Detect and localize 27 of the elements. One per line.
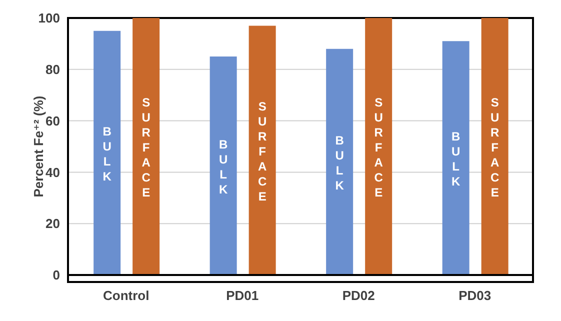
bar: [210, 56, 237, 275]
text: SURFACE: [374, 96, 383, 200]
text: SURFACE: [490, 96, 500, 200]
x-tick-label: PD01: [226, 288, 259, 304]
series-label: SURFACE: [258, 100, 267, 204]
text: BULK: [102, 124, 112, 184]
bar: [326, 48, 354, 275]
y-tick-label: 80: [46, 62, 60, 78]
text: SURFACE: [142, 96, 150, 200]
text: BULK: [451, 130, 460, 189]
y-tick-label: 20: [46, 216, 60, 232]
series-label: BULK: [335, 134, 344, 193]
x-tick-label: PD02: [342, 288, 375, 304]
y-tick-label: 100: [38, 10, 60, 26]
bar: [481, 18, 508, 275]
x-tick-label: PD03: [458, 288, 492, 304]
y-tick-label: 60: [46, 113, 60, 128]
y-tick-label: 40: [46, 164, 60, 180]
bar: [248, 26, 276, 275]
bar: [132, 18, 160, 275]
text: BULK: [218, 137, 228, 196]
bar: [365, 18, 392, 275]
y-axis-title: Percent Fe⁺² (%): [31, 96, 46, 198]
bar: [442, 41, 470, 275]
x-tick-label: Control: [103, 288, 150, 304]
y-tick-label: 0: [52, 268, 60, 283]
bar: [94, 30, 121, 275]
